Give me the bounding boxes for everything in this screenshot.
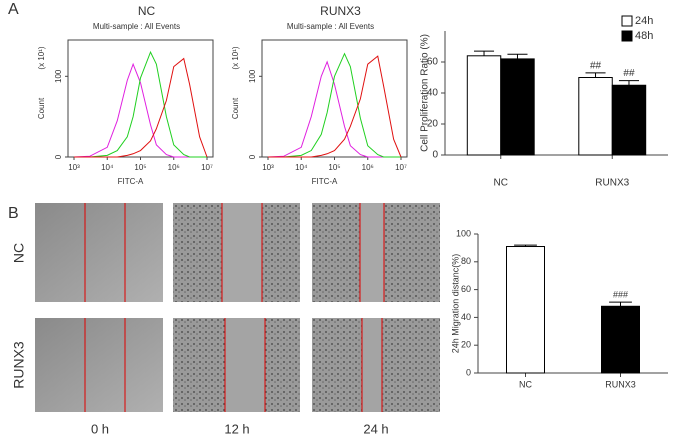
y-tick-label: 100 [248, 69, 257, 83]
x-tick-label: RUNX3 [605, 379, 636, 389]
x-tick-label: 10³ [68, 163, 80, 172]
histogram-line [74, 57, 208, 158]
significance-label: ## [623, 68, 635, 79]
x-tick-label: 10⁶ [362, 163, 374, 172]
chart-title: RUNX3 [320, 4, 361, 18]
bar [506, 246, 545, 374]
plot-frame [261, 39, 408, 158]
y-tick-label: 80 [461, 256, 471, 266]
x-tick-label: NC [494, 178, 508, 189]
y-tick-label: 0 [248, 154, 257, 159]
y-tick-label: 40 [427, 88, 439, 99]
chart-subtitle: Multi-sample : All Events [93, 22, 180, 31]
x-tick-label: RUNX3 [595, 178, 629, 189]
x-axis-label: FITC-A [312, 177, 338, 186]
x-tick-label: 10³ [262, 163, 274, 172]
bar [601, 305, 640, 374]
row-label: NC [11, 243, 27, 263]
bar [578, 77, 613, 156]
significance-label: ### [613, 289, 628, 299]
bar [500, 58, 535, 156]
histogram-line [268, 52, 401, 158]
x-tick-label: 10⁶ [168, 163, 180, 172]
y-axis-label: 24h Migration distanc(%) [450, 254, 460, 354]
column-label: 12 h [224, 421, 249, 436]
legend-label: 48h [635, 30, 653, 42]
y-tick-label: 100 [54, 69, 63, 83]
y-tick-label: 100 [456, 228, 471, 238]
x-tick-label: 10⁷ [395, 163, 407, 172]
x-tick-label: 10⁵ [328, 163, 340, 172]
y-tick-label: 0 [54, 154, 63, 159]
chart-subtitle: Multi-sample : All Events [287, 22, 374, 31]
y-axis-label: Cell Proliferation Ratio (%) [420, 34, 431, 152]
y-tick-label: 0 [466, 367, 471, 377]
y-axis-unit: (x 10¹) [37, 46, 46, 69]
x-tick-label: 10⁷ [201, 163, 213, 172]
y-axis-label: Count [231, 97, 240, 119]
y-tick-label: 20 [427, 119, 439, 130]
panel-label: B [8, 205, 19, 222]
y-axis-label: Count [37, 97, 46, 119]
histogram-line [267, 60, 401, 158]
y-tick-label: 60 [427, 57, 439, 68]
significance-label: ## [590, 60, 602, 71]
y-axis-unit: (x 10¹) [231, 46, 240, 69]
x-tick-label: 10⁵ [134, 163, 146, 172]
bar [466, 55, 502, 156]
legend-swatch [621, 15, 633, 27]
legend-swatch [621, 30, 633, 42]
bar [611, 84, 647, 156]
micrographs [35, 203, 440, 412]
histogram-line [73, 62, 207, 158]
x-tick-label: 10⁴ [101, 163, 114, 172]
legend-label: 24h [635, 15, 653, 27]
chart-title: NC [138, 4, 156, 18]
x-axis-label: FITC-A [118, 177, 144, 186]
x-tick-label: NC [519, 379, 532, 389]
plot-frame [67, 39, 214, 158]
histogram-line [268, 55, 402, 158]
y-tick-label: 60 [461, 284, 471, 294]
y-tick-label: 20 [461, 340, 471, 350]
column-label: 0 h [91, 421, 109, 436]
panel-label: A [8, 1, 19, 18]
y-tick-label: 0 [432, 150, 438, 161]
row-label: RUNX3 [11, 341, 27, 389]
histogram-line [74, 50, 207, 158]
y-tick-label: 40 [461, 312, 471, 322]
x-tick-label: 10⁴ [295, 163, 308, 172]
column-label: 24 h [363, 421, 388, 436]
